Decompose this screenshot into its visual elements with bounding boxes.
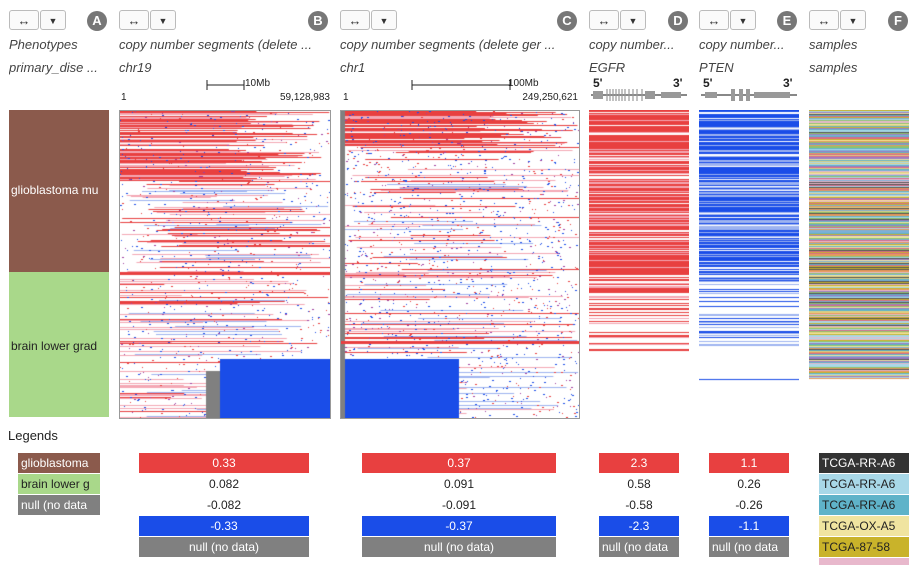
column-f-menu-button[interactable]: ▼ bbox=[840, 10, 866, 30]
legend-high: 0.33 bbox=[139, 453, 309, 473]
legend-low: -1.1 bbox=[709, 516, 789, 536]
column-f-resize-button[interactable]: ↔ bbox=[809, 10, 839, 30]
legend-item: TCGA-RR-A6 bbox=[819, 474, 909, 494]
chevron-down-icon: ▼ bbox=[738, 16, 748, 26]
heatmap-pten[interactable] bbox=[699, 110, 799, 417]
gene-3prime-label: 3' bbox=[783, 76, 793, 90]
legend-item: TCGA-RR-A6 bbox=[819, 495, 909, 515]
chevron-down-icon: ▼ bbox=[628, 16, 638, 26]
column-c-title[interactable]: copy number segments (delete ger ... bbox=[340, 37, 556, 52]
gene-3prime-label: 3' bbox=[673, 76, 683, 90]
arrows-icon: ↔ bbox=[817, 13, 831, 28]
column-d-resize-button[interactable]: ↔ bbox=[589, 10, 619, 30]
column-f-title[interactable]: samples bbox=[809, 37, 858, 52]
chevron-down-icon: ▼ bbox=[848, 16, 858, 26]
column-b-title[interactable]: copy number segments (delete ... bbox=[119, 37, 312, 52]
legend-null: null (no data) bbox=[139, 537, 309, 557]
phenotype-group-label: brain lower grad bbox=[11, 339, 98, 353]
gene-model-icon bbox=[591, 89, 687, 101]
legend-low: -0.33 bbox=[139, 516, 309, 536]
phenotype-group-glioblastoma[interactable]: glioblastoma mu bbox=[9, 110, 109, 272]
position-end: 59,128,983 bbox=[279, 92, 330, 103]
legend-high: 0.37 bbox=[362, 453, 556, 473]
legend-null: null (no data bbox=[709, 537, 789, 557]
column-c-subtitle[interactable]: chr1 bbox=[340, 60, 366, 75]
samples-strip[interactable] bbox=[809, 110, 909, 417]
chevron-down-icon: ▼ bbox=[379, 16, 389, 26]
column-e-title[interactable]: copy number... bbox=[699, 37, 785, 52]
heatmap-chr1[interactable] bbox=[340, 110, 580, 419]
column-d-menu-button[interactable]: ▼ bbox=[620, 10, 646, 30]
legend-low: -2.3 bbox=[599, 516, 679, 536]
heatmap-chr19[interactable] bbox=[119, 110, 331, 419]
gene-model-icon bbox=[701, 89, 797, 101]
chevron-down-icon: ▼ bbox=[48, 16, 58, 26]
column-d-subtitle[interactable]: EGFR bbox=[589, 60, 626, 75]
legend-item: brain lower g bbox=[18, 474, 100, 494]
column-c-badge: C bbox=[557, 11, 577, 31]
column-a-badge: A bbox=[87, 11, 107, 31]
column-e-menu-button[interactable]: ▼ bbox=[730, 10, 756, 30]
legend-mid-low: -0.091 bbox=[441, 498, 477, 512]
column-b-menu-button[interactable]: ▼ bbox=[150, 10, 176, 30]
column-a-title[interactable]: Phenotypes bbox=[9, 37, 78, 52]
arrows-icon: ↔ bbox=[17, 13, 31, 28]
legend-mid-low: -0.58 bbox=[625, 498, 653, 512]
column-c-resize-button[interactable]: ↔ bbox=[340, 10, 370, 30]
column-d-title[interactable]: copy number... bbox=[589, 37, 675, 52]
column-f-subtitle[interactable]: samples bbox=[809, 60, 858, 75]
column-f-badge: F bbox=[888, 11, 908, 31]
legend-high: 1.1 bbox=[709, 453, 789, 473]
legend-mid-high: 0.082 bbox=[208, 477, 240, 491]
column-d-badge: D bbox=[668, 11, 688, 31]
column-b-resize-button[interactable]: ↔ bbox=[119, 10, 149, 30]
column-b-badge: B bbox=[308, 11, 328, 31]
column-a-subtitle[interactable]: primary_dise ... bbox=[9, 60, 98, 75]
position-start: 1 bbox=[121, 92, 127, 103]
phenotype-group-lower-grade[interactable]: brain lower grad bbox=[9, 272, 109, 417]
gene-5prime-label: 5' bbox=[703, 76, 713, 90]
column-a-menu-button[interactable]: ▼ bbox=[40, 10, 66, 30]
legend-mid-low: -0.082 bbox=[206, 498, 242, 512]
legend-mid-high: 0.26 bbox=[737, 477, 761, 491]
scale-bar-icon bbox=[411, 80, 511, 90]
column-e-subtitle[interactable]: PTEN bbox=[699, 60, 734, 75]
legend-item bbox=[819, 558, 909, 565]
legend-mid-high: 0.58 bbox=[627, 477, 651, 491]
column-a-resize-button[interactable]: ↔ bbox=[9, 10, 39, 30]
legend-item: glioblastoma bbox=[18, 453, 100, 473]
heatmap-egfr[interactable] bbox=[589, 110, 689, 417]
column-e-badge: E bbox=[777, 11, 797, 31]
legend-mid-high: 0.091 bbox=[443, 477, 475, 491]
arrows-icon: ↔ bbox=[348, 13, 362, 28]
column-e-resize-button[interactable]: ↔ bbox=[699, 10, 729, 30]
arrows-icon: ↔ bbox=[597, 13, 611, 28]
arrows-icon: ↔ bbox=[707, 13, 721, 28]
scale-label: 100Mb bbox=[508, 78, 539, 89]
legend-high: 2.3 bbox=[599, 453, 679, 473]
phenotype-group-label: glioblastoma mu bbox=[11, 183, 99, 197]
chevron-down-icon: ▼ bbox=[158, 16, 168, 26]
legend-null: null (no data) bbox=[362, 537, 556, 557]
position-start: 1 bbox=[343, 92, 349, 103]
legend-low: -0.37 bbox=[362, 516, 556, 536]
legend-item: TCGA-RR-A6 bbox=[819, 453, 909, 473]
scale-label: 10Mb bbox=[245, 78, 271, 89]
legends-title: Legends bbox=[8, 428, 58, 443]
gene-5prime-label: 5' bbox=[593, 76, 603, 90]
column-c-menu-button[interactable]: ▼ bbox=[371, 10, 397, 30]
position-end: 249,250,621 bbox=[522, 92, 578, 103]
legend-item: TCGA-87-58 bbox=[819, 537, 909, 557]
arrows-icon: ↔ bbox=[127, 13, 141, 28]
scale-bar-icon bbox=[206, 80, 245, 90]
legend-null: null (no data bbox=[599, 537, 679, 557]
legend-mid-low: -0.26 bbox=[735, 498, 763, 512]
legend-item: null (no data bbox=[18, 495, 100, 515]
column-b-subtitle[interactable]: chr19 bbox=[119, 60, 152, 75]
legend-item: TCGA-OX-A5 bbox=[819, 516, 909, 536]
